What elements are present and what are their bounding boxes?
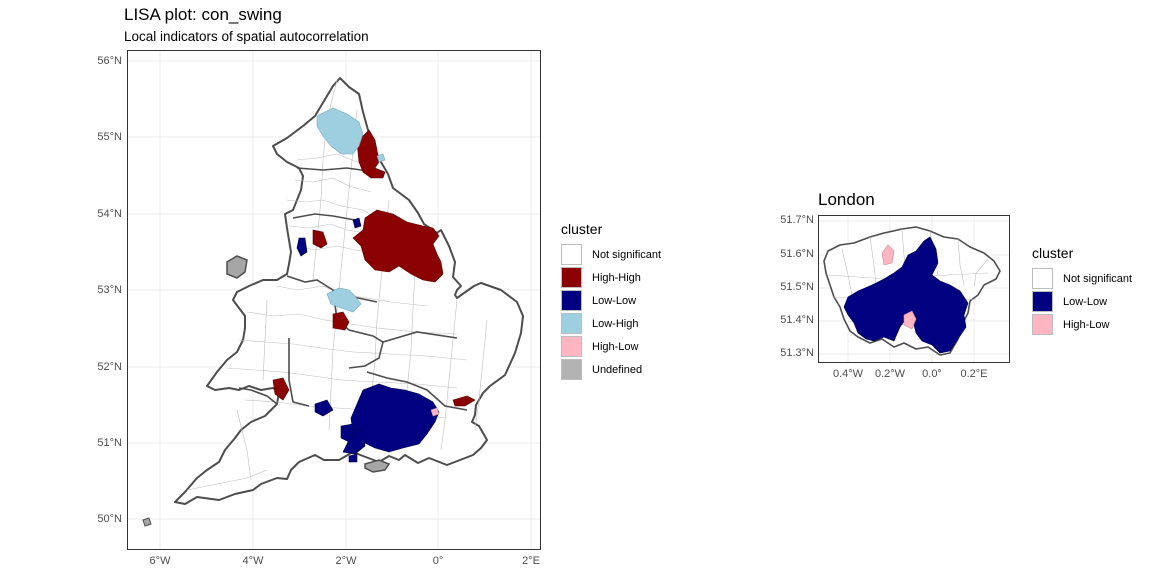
legend-label: High-High xyxy=(592,271,641,284)
legend-item-high-high: High-High xyxy=(561,266,641,289)
lancashire-high-high xyxy=(312,229,328,249)
legend-swatch xyxy=(1032,268,1053,289)
main-map-subtitle: Local indicators of spatial autocorrelat… xyxy=(124,29,369,44)
lat-tick: 52°N xyxy=(97,361,122,373)
legend-item-undefined: Undefined xyxy=(561,358,642,381)
lat-tick: 54°N xyxy=(97,208,122,220)
london-lon-tick: 0.2°E xyxy=(960,368,988,380)
legend-item-high-low: High-Low xyxy=(1032,313,1109,336)
legend-label: Not significant xyxy=(592,248,662,261)
anglesey xyxy=(226,255,248,279)
legend-swatch xyxy=(561,313,582,334)
tyneside-low-high xyxy=(376,153,386,163)
legend-item-high-low: High-Low xyxy=(561,335,638,358)
legend-swatch xyxy=(561,336,582,357)
london-lon-tick: 0.4°W xyxy=(832,368,864,380)
legend-item-not-significant: Not significant xyxy=(1032,267,1132,290)
legend-label: Low-Low xyxy=(1063,295,1108,308)
legend-swatch xyxy=(561,290,582,311)
lat-tick: 50°N xyxy=(97,513,122,525)
legend-label: Low-Low xyxy=(592,294,637,307)
legend-title: cluster xyxy=(1032,245,1074,261)
legend-item-not-significant: Not significant xyxy=(561,243,661,266)
wales-high-high xyxy=(272,377,290,401)
lon-tick: 0° xyxy=(432,555,444,567)
legend-swatch xyxy=(561,244,582,265)
lon-tick: 4°W xyxy=(242,555,264,567)
merseyside-low-low xyxy=(296,237,308,257)
high-high-clusters xyxy=(272,129,476,407)
legend-label: Low-High xyxy=(592,317,639,330)
london-high-low-clusters xyxy=(881,244,917,330)
legend-item-low-high: Low-High xyxy=(561,312,638,335)
legend-swatch xyxy=(1032,291,1053,312)
legend-label: Undefined xyxy=(592,363,643,376)
legend-title: cluster xyxy=(561,221,603,237)
lat-tick: 51°N xyxy=(97,437,122,449)
lat-tick: 53°N xyxy=(97,284,122,296)
legend-item-low-low: Low-Low xyxy=(1032,290,1107,313)
cumbria-low-low xyxy=(352,217,362,229)
cheshire-low-high xyxy=(326,287,362,313)
lat-tick: 56°N xyxy=(97,55,122,67)
london-lat-tick: 51.3°N xyxy=(780,347,814,359)
legend-label: Not significant xyxy=(1063,272,1133,285)
london-map-legend: cluster Not significant Low-Low High-Low xyxy=(1032,245,1150,345)
england-wales-map-panel xyxy=(127,50,541,550)
main-map-title: LISA plot: con_swing xyxy=(124,5,282,24)
midlands-high-high xyxy=(332,311,350,331)
legend-swatch xyxy=(561,359,582,380)
legend-swatch xyxy=(1032,314,1053,335)
main-map-legend: cluster Not significant High-High Low-Lo… xyxy=(561,221,711,391)
wiltshire-low-low xyxy=(340,423,356,443)
london-lon-tick: 0.2°W xyxy=(874,368,906,380)
high-low-clusters xyxy=(430,407,440,417)
legend-swatch xyxy=(561,267,582,288)
london-lon-tick: 0.0° xyxy=(922,368,942,380)
london-lat-tick: 51.6°N xyxy=(780,248,814,260)
legend-item-low-low: Low-Low xyxy=(561,289,636,312)
yorkshire-high-high xyxy=(352,209,444,283)
dorset-low-low xyxy=(348,453,358,463)
london-map-title: London xyxy=(818,190,875,209)
london-lat-tick: 51.7°N xyxy=(780,214,814,226)
lon-tick: 2°E xyxy=(522,555,540,567)
northumberland-low-high xyxy=(316,107,364,155)
low-low-clusters xyxy=(296,217,440,463)
isles-of-scilly xyxy=(142,517,152,527)
north-east-high-high xyxy=(356,129,386,179)
lon-tick: 2°W xyxy=(335,555,357,567)
lat-tick: 55°N xyxy=(97,131,122,143)
legend-label: High-Low xyxy=(1063,318,1110,331)
low-high-clusters xyxy=(316,107,386,313)
isle-of-wight xyxy=(364,459,391,473)
london-map-panel xyxy=(818,215,1010,363)
london-lat-tick: 51.5°N xyxy=(780,281,814,293)
london-lat-tick: 51.4°N xyxy=(780,314,814,326)
london-low-low-cluster xyxy=(843,236,969,354)
kent-high-high xyxy=(452,395,476,407)
bristol-low-low xyxy=(314,399,334,417)
lon-tick: 6°W xyxy=(149,555,171,567)
legend-label: High-Low xyxy=(592,340,639,353)
